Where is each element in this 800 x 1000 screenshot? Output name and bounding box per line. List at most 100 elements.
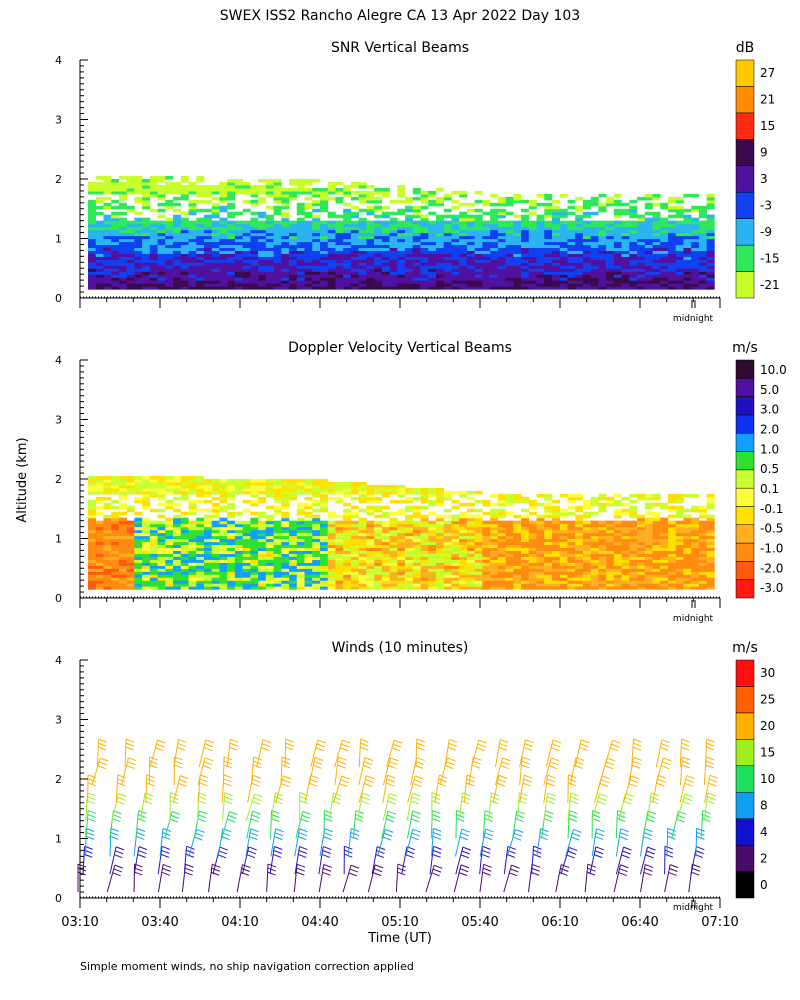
snr-cell — [691, 286, 700, 290]
snr-cell — [505, 247, 514, 251]
doppler-cell — [211, 502, 220, 507]
snr-cell — [204, 232, 212, 237]
snr-cell — [320, 220, 328, 225]
snr-cell — [497, 280, 506, 284]
snr-cell — [142, 181, 151, 186]
doppler-cell — [513, 571, 522, 575]
doppler-cell — [706, 502, 715, 507]
doppler-cell — [111, 586, 120, 590]
doppler-cell — [652, 541, 661, 546]
snr-cell — [436, 250, 444, 254]
doppler-cell — [327, 574, 336, 578]
doppler-cell — [149, 547, 158, 551]
snr-cell — [381, 244, 390, 249]
snr-cell — [103, 184, 112, 189]
doppler-cell — [552, 529, 560, 534]
doppler-cell — [234, 547, 243, 551]
doppler-cell — [180, 550, 189, 554]
doppler-cell — [544, 508, 553, 513]
snr-cell — [668, 208, 676, 213]
snr-cell — [219, 187, 228, 192]
doppler-cell — [544, 520, 553, 525]
doppler-cell — [88, 556, 96, 560]
doppler-cell — [675, 577, 684, 581]
snr-cell — [149, 271, 158, 275]
doppler-cell — [660, 571, 669, 575]
snr-cell — [103, 259, 112, 263]
snr-cell — [644, 259, 653, 263]
doppler-cell — [598, 577, 607, 581]
snr-cell — [95, 196, 104, 201]
snr-cell — [567, 262, 576, 266]
doppler-cell — [204, 529, 212, 534]
doppler-cell — [103, 535, 112, 540]
snr-cell — [358, 253, 367, 257]
snr-cell — [521, 286, 530, 290]
doppler-cell — [320, 520, 328, 525]
doppler-cell — [397, 550, 406, 554]
doppler-cell — [312, 484, 321, 489]
snr-cell — [389, 223, 398, 228]
snr-cell — [296, 277, 305, 281]
doppler-cell — [312, 544, 321, 549]
snr-cell — [675, 235, 684, 240]
snr-cell — [134, 179, 143, 183]
snr-cell — [606, 229, 615, 234]
doppler-cell — [482, 571, 491, 575]
doppler-cell — [412, 526, 421, 531]
snr-cell — [343, 223, 352, 228]
snr-cell — [320, 280, 328, 284]
doppler-cell — [536, 550, 545, 554]
snr-cell — [644, 247, 653, 251]
doppler-cell — [466, 553, 475, 557]
snr-cell — [250, 199, 259, 204]
snr-cell — [366, 211, 375, 216]
doppler-cell — [103, 577, 112, 581]
snr-cell — [675, 286, 684, 290]
snr-cell — [474, 250, 483, 254]
snr-cell — [242, 277, 251, 281]
doppler-cell — [250, 538, 259, 543]
snr-cell — [211, 202, 220, 207]
doppler-cell — [575, 580, 584, 584]
snr-cell — [219, 244, 228, 249]
snr-cell — [149, 265, 158, 269]
doppler-cell — [505, 586, 514, 590]
doppler-cell — [459, 544, 468, 549]
snr-cell — [420, 226, 429, 231]
snr-cell — [111, 187, 120, 192]
doppler-cell — [412, 541, 421, 546]
doppler-cell — [590, 535, 599, 540]
doppler-cell — [188, 520, 197, 525]
doppler-cell — [706, 586, 715, 590]
doppler-cell — [706, 547, 715, 551]
doppler-cell — [134, 523, 143, 528]
snr-cell — [204, 214, 212, 219]
doppler-cell — [258, 559, 267, 563]
doppler-cell — [389, 571, 398, 575]
snr-cell — [118, 235, 127, 240]
doppler-cell — [258, 556, 267, 560]
doppler-cell — [126, 550, 135, 554]
doppler-cell — [521, 544, 530, 549]
doppler-cell — [281, 479, 290, 483]
doppler-cell — [405, 586, 414, 590]
snr-cell — [397, 229, 406, 234]
snr-cell — [350, 235, 359, 240]
doppler-cell — [88, 508, 96, 513]
doppler-cell — [265, 538, 274, 543]
snr-cell — [227, 179, 236, 183]
snr-cell — [528, 226, 537, 231]
doppler-cell — [374, 577, 383, 581]
snr-cell — [149, 176, 158, 180]
doppler-cell — [552, 574, 560, 578]
doppler-cell — [582, 544, 591, 549]
snr-cell — [126, 253, 135, 257]
doppler-cell — [466, 517, 475, 522]
doppler-cell — [312, 556, 321, 560]
doppler-cell — [234, 520, 243, 525]
doppler-cell — [312, 520, 321, 525]
snr-cell — [582, 238, 591, 243]
doppler-cell — [180, 526, 189, 531]
doppler-cell — [157, 559, 166, 563]
